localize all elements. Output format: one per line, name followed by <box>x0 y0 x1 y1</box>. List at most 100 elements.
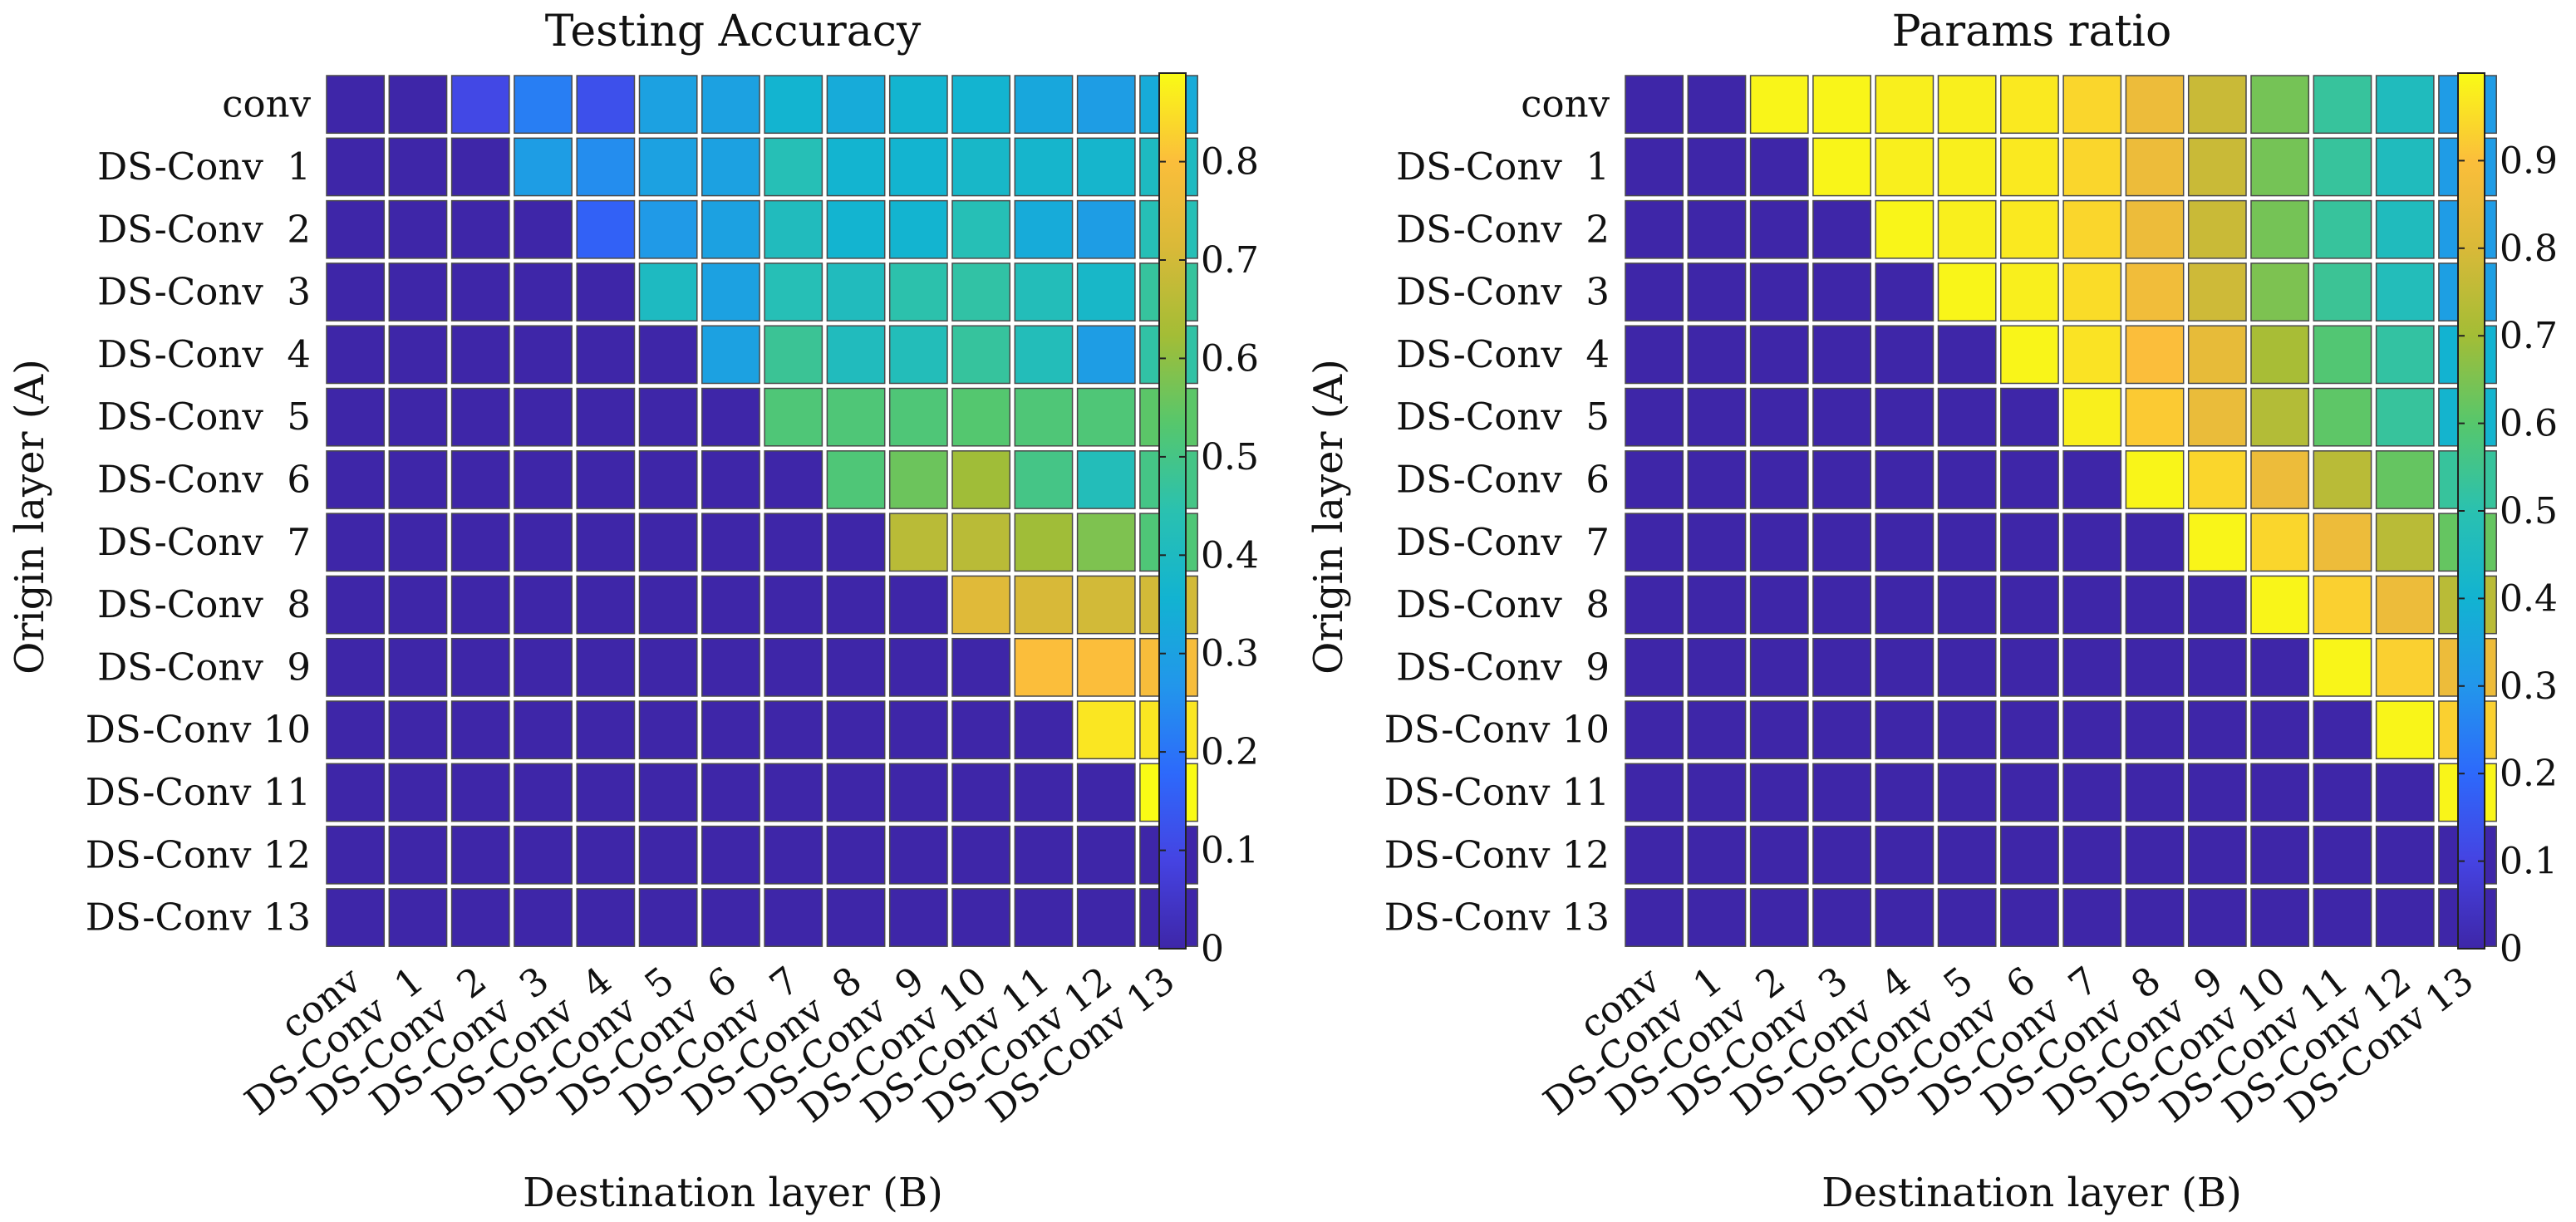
heatmap-cell <box>2000 199 2059 259</box>
heatmap-cell <box>1014 700 1074 760</box>
heatmap-cell <box>951 325 1011 385</box>
heatmap-cell <box>1875 137 1934 197</box>
heatmap-cell <box>1937 825 1997 885</box>
heatmap-cell <box>2187 888 2247 947</box>
y-axis-label: Origin layer (A) <box>7 359 53 675</box>
heatmap-cell <box>1687 199 1747 259</box>
heatmap-cell <box>2062 637 2122 697</box>
heatmap-cell <box>888 575 948 635</box>
heatmap-cell <box>701 763 760 822</box>
heatmap-cell <box>1687 700 1747 760</box>
heatmap-cell <box>2187 263 2247 321</box>
heatmap-cell <box>888 137 948 197</box>
heatmap-cell <box>764 387 823 447</box>
heatmap-cell <box>1687 325 1747 385</box>
heatmap-cell <box>1875 263 1934 321</box>
heatmap-cell <box>1687 637 1747 697</box>
heatmap-cell <box>2375 199 2435 259</box>
heatmap-cells <box>326 75 1198 947</box>
heatmap-cell <box>576 575 636 635</box>
heatmap-cell <box>1749 763 1809 822</box>
row-tick-label: DS-Conv 7 <box>1396 520 1610 564</box>
heatmap-cell <box>1687 450 1747 509</box>
heatmap-cell <box>1875 387 1934 447</box>
heatmap-cell <box>1875 825 1934 885</box>
heatmap-cell <box>2250 199 2310 259</box>
heatmap-cell <box>1014 450 1074 509</box>
heatmap-cell <box>1875 575 1934 635</box>
heatmap-cell <box>2125 825 2185 885</box>
heatmap-cell <box>701 888 760 947</box>
heatmap-cell <box>951 637 1011 697</box>
y-axis-label: Origin layer (A) <box>1305 359 1352 675</box>
heatmap-cell <box>576 450 636 509</box>
heatmap-cell <box>326 637 386 697</box>
heatmap-cell <box>764 700 823 760</box>
heatmap-cell <box>326 700 386 760</box>
heatmap-cell <box>514 263 573 321</box>
heatmap-cell <box>2125 263 2185 321</box>
heatmap-cell <box>701 513 760 572</box>
row-tick-label: DS-Conv 8 <box>97 582 311 626</box>
heatmap-cell <box>826 637 886 697</box>
heatmap-cell <box>2187 637 2247 697</box>
heatmap-cell <box>1076 263 1136 321</box>
heatmap-cell <box>2187 325 2247 385</box>
heatmap-cell <box>1937 387 1997 447</box>
heatmap-cell <box>2062 387 2122 447</box>
heatmap-cell <box>2313 637 2372 697</box>
heatmap-cell <box>1687 825 1747 885</box>
heatmap-cell <box>951 575 1011 635</box>
heatmap-cell <box>450 450 510 509</box>
heatmap-cell <box>2313 75 2372 135</box>
heatmap-cell <box>1014 325 1074 385</box>
colorbar-ticks: 0 0.1 0.2 0.3 0.4 0.5 0.6 0.7 0.8 0.9 <box>2458 140 2558 970</box>
heatmap-cell <box>1749 75 1809 135</box>
heatmap-cell <box>1875 75 1934 135</box>
heatmap-cell <box>764 888 823 947</box>
heatmap-cell <box>951 199 1011 259</box>
heatmap-cell <box>1749 387 1809 447</box>
colorbar-ticks: 0 0.1 0.2 0.3 0.4 0.5 0.6 0.7 0.8 <box>1159 141 1259 970</box>
heatmap-cell <box>2062 825 2122 885</box>
heatmap-cell <box>1937 75 1997 135</box>
heatmap-cell <box>514 199 573 259</box>
row-tick-label: DS-Conv 11 <box>1384 770 1610 814</box>
heatmap-cell <box>450 700 510 760</box>
heatmap-cell <box>638 387 698 447</box>
row-tick-label: DS-Conv 10 <box>1384 708 1610 752</box>
heatmap-cell <box>1625 575 1684 635</box>
heatmap-cell <box>2375 325 2435 385</box>
heatmap-cell <box>1875 888 1934 947</box>
heatmap-cell <box>1076 763 1136 822</box>
heatmap-cell <box>576 825 636 885</box>
heatmap-cell <box>888 637 948 697</box>
colorbar-tick-label: 0.8 <box>1201 141 1259 184</box>
colorbar-tick-label: 0.6 <box>2500 403 2558 445</box>
heatmap-cell <box>638 637 698 697</box>
chart-title: Testing Accuracy <box>545 7 922 56</box>
heatmap-cell <box>2375 513 2435 572</box>
heatmap-cell <box>2313 700 2372 760</box>
heatmap-cell <box>2250 325 2310 385</box>
heatmap-cell <box>2062 75 2122 135</box>
heatmap-cell <box>2000 75 2059 135</box>
heatmap-cell <box>2313 450 2372 509</box>
heatmap-cell <box>1076 450 1136 509</box>
heatmap-cell <box>2000 888 2059 947</box>
heatmap-cell <box>388 513 448 572</box>
row-tick-label: DS-Conv 2 <box>97 207 311 251</box>
heatmap-cell <box>2375 825 2435 885</box>
heatmap-cell <box>2062 325 2122 385</box>
heatmap-cell <box>2000 513 2059 572</box>
heatmap-cell <box>826 888 886 947</box>
heatmap-cell <box>1687 263 1747 321</box>
heatmap-cell <box>450 825 510 885</box>
colorbar-tick-label: 0.1 <box>1201 830 1259 872</box>
heatmap-cell <box>388 325 448 385</box>
heatmap-cell <box>1812 263 1871 321</box>
heatmap-cell <box>1076 387 1136 447</box>
heatmap-cell <box>388 199 448 259</box>
heatmap-cell <box>450 637 510 697</box>
heatmap-cell <box>1014 263 1074 321</box>
